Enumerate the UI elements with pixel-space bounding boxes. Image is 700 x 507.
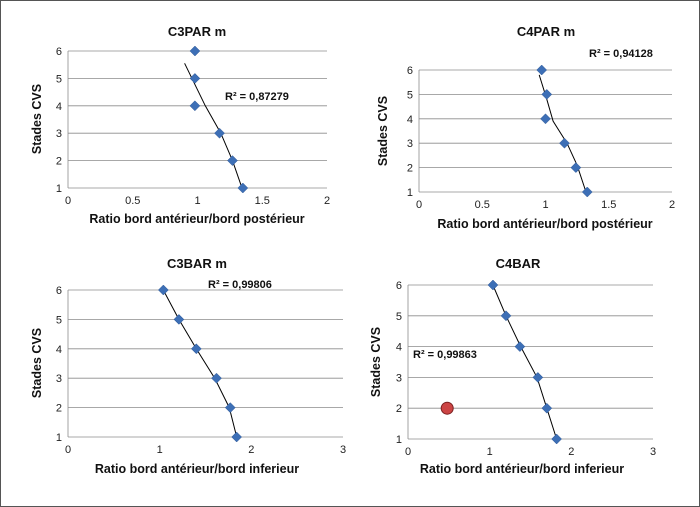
data-point bbox=[541, 89, 553, 100]
y-axis-label: Stades CVS bbox=[30, 84, 44, 154]
data-point bbox=[173, 314, 185, 325]
data-point bbox=[581, 186, 593, 198]
x-tick-label: 3 bbox=[340, 444, 346, 456]
x-tick-label: 2 bbox=[669, 199, 675, 211]
data-point bbox=[532, 372, 544, 383]
x-tick-label: 1 bbox=[194, 195, 200, 207]
data-point bbox=[570, 162, 582, 173]
y-tick-label: 6 bbox=[396, 280, 402, 292]
data-point bbox=[231, 431, 243, 443]
y-tick-label: 4 bbox=[56, 344, 62, 356]
data-point bbox=[157, 284, 169, 296]
y-tick-label: 6 bbox=[407, 65, 413, 77]
x-tick-label: 2 bbox=[324, 195, 330, 207]
r-squared-label: R² = 0,94128 bbox=[589, 48, 653, 60]
x-tick-label: 0 bbox=[65, 444, 71, 456]
y-tick-label: 6 bbox=[56, 46, 62, 58]
data-point bbox=[541, 402, 553, 414]
x-tick-label: 0 bbox=[416, 199, 422, 211]
y-tick-label: 1 bbox=[396, 434, 402, 446]
data-point bbox=[540, 113, 551, 125]
data-point bbox=[189, 73, 201, 84]
r-squared-label: R² = 0,99806 bbox=[208, 279, 272, 291]
data-point bbox=[190, 343, 202, 355]
data-point bbox=[214, 127, 225, 139]
r-squared-label: R² = 0,87279 bbox=[225, 91, 289, 103]
x-axis-label: Ratio bord antérieur/bord inferieur bbox=[95, 462, 299, 476]
x-tick-label: 1 bbox=[157, 444, 163, 456]
y-tick-label: 3 bbox=[407, 138, 413, 150]
trendline bbox=[492, 284, 558, 440]
y-tick-label: 4 bbox=[396, 342, 402, 354]
x-axis-label: Ratio bord antérieur/bord postérieur bbox=[89, 212, 304, 226]
y-tick-label: 5 bbox=[407, 89, 413, 101]
data-point bbox=[487, 279, 499, 291]
y-tick-label: 4 bbox=[56, 101, 62, 113]
data-point bbox=[227, 155, 238, 166]
trendline bbox=[162, 289, 238, 438]
y-tick-label: 5 bbox=[56, 314, 62, 326]
y-tick-label: 2 bbox=[396, 403, 402, 415]
data-point bbox=[514, 341, 526, 352]
data-point bbox=[237, 182, 249, 194]
y-axis-label: Stades CVS bbox=[30, 328, 44, 398]
data-point bbox=[224, 402, 236, 413]
data-point bbox=[551, 433, 562, 445]
y-tick-label: 6 bbox=[56, 285, 62, 297]
data-point bbox=[536, 64, 548, 76]
y-tick-label: 3 bbox=[56, 373, 62, 385]
x-tick-label: 1 bbox=[542, 199, 548, 211]
y-tick-label: 3 bbox=[56, 128, 62, 140]
x-tick-label: 0.5 bbox=[475, 199, 490, 211]
x-tick-label: 0 bbox=[65, 195, 71, 207]
data-point bbox=[559, 137, 570, 149]
data-point bbox=[189, 45, 201, 57]
y-axis-label: Stades CVS bbox=[376, 96, 390, 166]
x-tick-label: 1.5 bbox=[255, 195, 270, 207]
y-tick-label: 5 bbox=[396, 311, 402, 323]
y-tick-label: 2 bbox=[56, 156, 62, 168]
outlier-point bbox=[440, 401, 454, 415]
chart-title-4: C4BAR bbox=[496, 256, 541, 271]
y-tick-label: 2 bbox=[407, 163, 413, 175]
x-tick-label: 0 bbox=[405, 446, 411, 458]
chart-title-2: C4PAR m bbox=[517, 24, 575, 39]
y-tick-label: 1 bbox=[56, 183, 62, 195]
y-tick-label: 1 bbox=[56, 432, 62, 444]
x-tick-label: 2 bbox=[248, 444, 254, 456]
data-point bbox=[189, 100, 201, 112]
y-tick-label: 2 bbox=[56, 403, 62, 415]
x-tick-label: 1 bbox=[487, 446, 493, 458]
y-tick-label: 3 bbox=[396, 372, 402, 384]
data-point bbox=[211, 372, 222, 384]
chart-title-3: C3BAR m bbox=[167, 256, 227, 271]
y-tick-label: 5 bbox=[56, 73, 62, 85]
y-axis-label: Stades CVS bbox=[369, 327, 383, 397]
x-tick-label: 3 bbox=[650, 446, 656, 458]
x-axis-label: Ratio bord antérieur/bord postérieur bbox=[437, 217, 652, 231]
data-point bbox=[500, 310, 512, 322]
x-axis-label: Ratio bord antérieur/bord inferieur bbox=[420, 462, 624, 476]
x-tick-label: 0.5 bbox=[125, 195, 140, 207]
chart-title-1: C3PAR m bbox=[168, 24, 226, 39]
y-tick-label: 4 bbox=[407, 114, 413, 126]
x-tick-label: 2 bbox=[568, 446, 574, 458]
r-squared-label: R² = 0,99863 bbox=[413, 349, 477, 361]
y-tick-label: 1 bbox=[407, 187, 413, 199]
x-tick-label: 1.5 bbox=[601, 199, 616, 211]
